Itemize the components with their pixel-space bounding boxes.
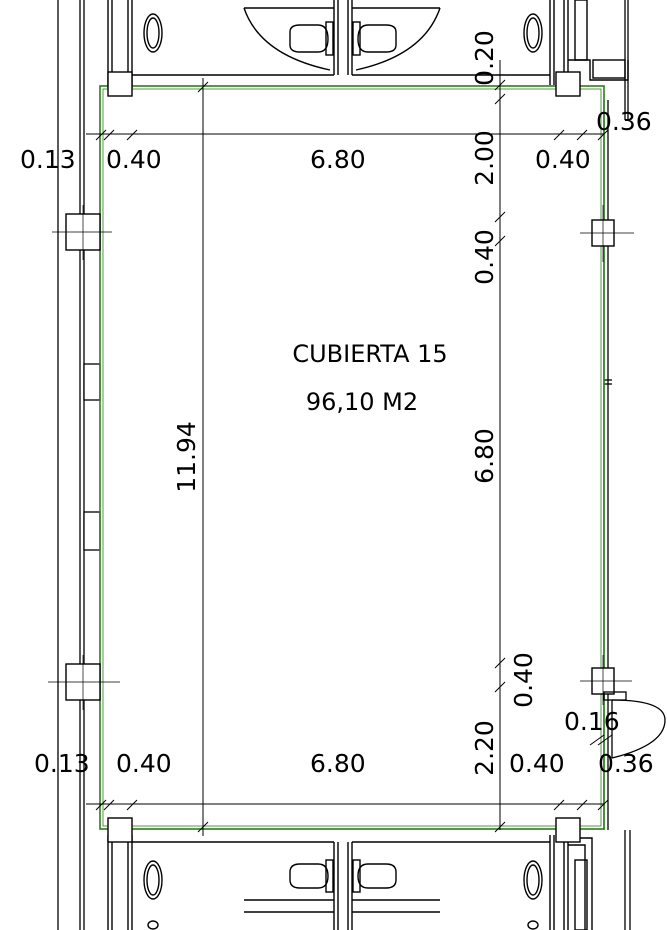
columns — [48, 71, 634, 843]
dim-right-chain-1: 0.20 — [470, 30, 499, 86]
room-outline-inner — [102, 88, 602, 827]
dim-right-chain-2: 2.00 — [470, 130, 499, 186]
left-wall-band — [57, 0, 101, 930]
dim-left-height: 11.94 — [172, 421, 201, 493]
room-name: CUBIERTA 15 — [292, 340, 447, 368]
dim-right-chain-5: 0.40 — [509, 652, 538, 708]
room-area: 96,10 M2 — [306, 388, 418, 416]
dim-top-width: 6.80 — [310, 145, 366, 174]
dim-top-right-offset: 0.36 — [596, 107, 652, 136]
right-wall-band — [603, 0, 631, 930]
dim-bottom-left-wall: 0.40 — [116, 749, 172, 778]
dim-top-right-wall: 0.40 — [535, 145, 591, 174]
dim-bottom-right-offset: 0.36 — [598, 749, 654, 778]
dim-right-chain-6: 2.20 — [470, 720, 499, 776]
bottom-bathrooms — [107, 835, 593, 930]
dim-right-chain-4: 6.80 — [470, 428, 499, 484]
dim-door-offset: 0.16 — [564, 707, 620, 736]
dim-top-left-wall: 0.40 — [106, 145, 162, 174]
door-swing — [603, 691, 666, 759]
dim-top-left-offset: 0.13 — [20, 145, 76, 174]
room-outline — [99, 85, 605, 830]
dim-right-chain-3: 0.40 — [470, 229, 499, 285]
dim-bottom-left-offset: 0.13 — [34, 749, 90, 778]
dim-bottom-right-wall: 0.40 — [509, 749, 565, 778]
dim-bottom-width: 6.80 — [310, 749, 366, 778]
dimension-lines — [86, 60, 613, 836]
top-bathrooms — [107, 0, 629, 88]
